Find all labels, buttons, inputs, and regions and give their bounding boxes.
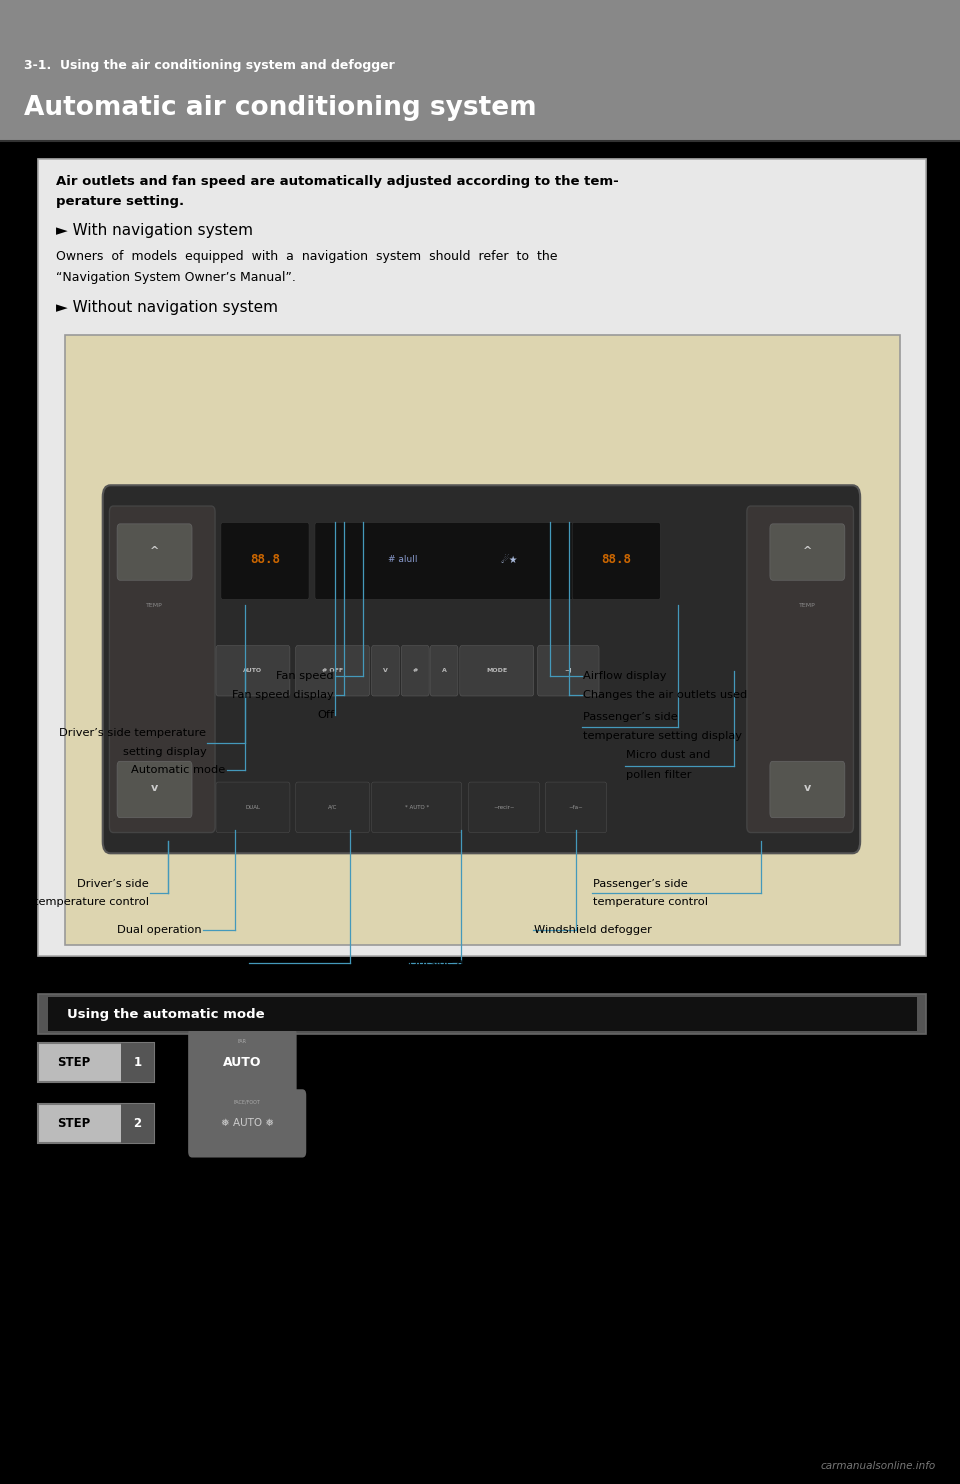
Text: Dual operation: Dual operation	[117, 926, 202, 935]
Text: MODE: MODE	[486, 668, 508, 674]
FancyBboxPatch shape	[188, 1028, 297, 1097]
FancyBboxPatch shape	[770, 761, 845, 818]
Text: Fan speed display: Fan speed display	[232, 690, 334, 700]
FancyBboxPatch shape	[188, 1089, 306, 1158]
Text: v: v	[804, 784, 811, 792]
Text: Fan speed: Fan speed	[276, 671, 334, 681]
Text: Airflow display: Airflow display	[583, 671, 666, 681]
Text: ► Without navigation system: ► Without navigation system	[56, 300, 277, 315]
Text: ^: ^	[803, 546, 812, 555]
FancyBboxPatch shape	[538, 646, 599, 696]
FancyBboxPatch shape	[65, 335, 900, 945]
FancyBboxPatch shape	[572, 522, 660, 600]
Text: FAR: FAR	[238, 1039, 247, 1043]
FancyBboxPatch shape	[117, 524, 192, 580]
FancyBboxPatch shape	[121, 1043, 154, 1082]
Text: ^: ^	[150, 546, 159, 555]
Text: 2: 2	[133, 1117, 141, 1129]
Text: ☄★: ☄★	[500, 555, 517, 564]
Text: Automatic mode: Automatic mode	[132, 766, 226, 775]
Text: TEMP: TEMP	[799, 603, 816, 608]
FancyBboxPatch shape	[109, 506, 215, 833]
Text: temperature control: temperature control	[593, 898, 708, 907]
Text: 88.8: 88.8	[601, 554, 632, 565]
Text: Micro dust and: Micro dust and	[626, 751, 710, 760]
Text: ~J: ~J	[564, 668, 572, 674]
FancyBboxPatch shape	[296, 646, 370, 696]
Text: ► With navigation system: ► With navigation system	[56, 223, 252, 237]
Text: * AUTO *: * AUTO *	[404, 804, 429, 810]
FancyBboxPatch shape	[315, 522, 645, 600]
Text: Air outlets and fan speed are automatically adjusted according to the tem-: Air outlets and fan speed are automatica…	[56, 175, 618, 187]
Text: Automatic air conditioning system: Automatic air conditioning system	[24, 95, 537, 122]
FancyBboxPatch shape	[117, 761, 192, 818]
Text: FACE/FOOT: FACE/FOOT	[234, 1100, 260, 1104]
Text: # OFF: # OFF	[322, 668, 344, 674]
Text: Driver’s side temperature: Driver’s side temperature	[60, 729, 206, 738]
FancyBboxPatch shape	[216, 782, 290, 833]
FancyBboxPatch shape	[0, 0, 960, 141]
Text: 88.8: 88.8	[250, 554, 280, 565]
Text: Driver’s side: Driver’s side	[77, 880, 149, 889]
FancyBboxPatch shape	[545, 782, 607, 833]
Text: carmanualsonline.info: carmanualsonline.info	[821, 1462, 936, 1471]
FancyBboxPatch shape	[38, 1043, 154, 1082]
Text: STEP: STEP	[58, 1057, 91, 1068]
Text: AUTO: AUTO	[223, 1057, 262, 1068]
Text: temperature setting display: temperature setting display	[583, 732, 742, 741]
Text: Using the automatic mode: Using the automatic mode	[67, 1008, 265, 1021]
Text: pollen filter: pollen filter	[626, 770, 691, 779]
Text: #: #	[413, 668, 418, 674]
Text: V: V	[383, 668, 388, 674]
FancyBboxPatch shape	[103, 485, 860, 853]
FancyBboxPatch shape	[121, 1104, 154, 1143]
Text: ❅ AUTO ❅: ❅ AUTO ❅	[221, 1119, 274, 1128]
FancyBboxPatch shape	[372, 646, 399, 696]
Text: “Navigation System Owner’s Manual”.: “Navigation System Owner’s Manual”.	[56, 272, 296, 283]
Text: temperature control: temperature control	[34, 898, 149, 907]
FancyBboxPatch shape	[460, 646, 534, 696]
FancyBboxPatch shape	[48, 997, 917, 1031]
Text: Changes the air outlets used: Changes the air outlets used	[583, 690, 747, 700]
Text: Passenger’s side: Passenger’s side	[583, 712, 678, 721]
FancyBboxPatch shape	[372, 782, 462, 833]
FancyBboxPatch shape	[38, 1104, 154, 1143]
Text: Outside air or recirculated air mode: Outside air or recirculated air mode	[409, 959, 612, 968]
FancyBboxPatch shape	[38, 994, 926, 1034]
Text: A/C: A/C	[328, 804, 337, 810]
FancyBboxPatch shape	[221, 522, 309, 600]
Text: Passenger’s side: Passenger’s side	[593, 880, 688, 889]
Text: STEP: STEP	[58, 1117, 91, 1129]
Text: Off: Off	[317, 709, 334, 720]
FancyBboxPatch shape	[430, 646, 458, 696]
Text: perature setting.: perature setting.	[56, 196, 183, 208]
Text: DUAL: DUAL	[246, 804, 260, 810]
FancyBboxPatch shape	[747, 506, 853, 833]
FancyBboxPatch shape	[770, 524, 845, 580]
Text: setting display: setting display	[123, 746, 206, 757]
FancyBboxPatch shape	[401, 646, 429, 696]
Text: Windshield defogger: Windshield defogger	[534, 926, 652, 935]
Text: Owners  of  models  equipped  with  a  navigation  system  should  refer  to  th: Owners of models equipped with a navigat…	[56, 251, 557, 263]
FancyBboxPatch shape	[468, 782, 540, 833]
Text: ~recir~: ~recir~	[493, 804, 515, 810]
Text: # alull: # alull	[389, 555, 418, 564]
Text: ~fa~: ~fa~	[568, 804, 584, 810]
Text: 3-1.  Using the air conditioning system and defogger: 3-1. Using the air conditioning system a…	[24, 59, 395, 71]
Text: Air conditioning on/off: Air conditioning on/off	[121, 959, 248, 968]
FancyBboxPatch shape	[296, 782, 370, 833]
FancyBboxPatch shape	[38, 159, 926, 956]
Text: TEMP: TEMP	[146, 603, 163, 608]
Text: 1: 1	[133, 1057, 141, 1068]
FancyBboxPatch shape	[216, 646, 290, 696]
Text: AUTO: AUTO	[244, 668, 262, 674]
Text: A: A	[442, 668, 446, 674]
Text: v: v	[151, 784, 158, 792]
